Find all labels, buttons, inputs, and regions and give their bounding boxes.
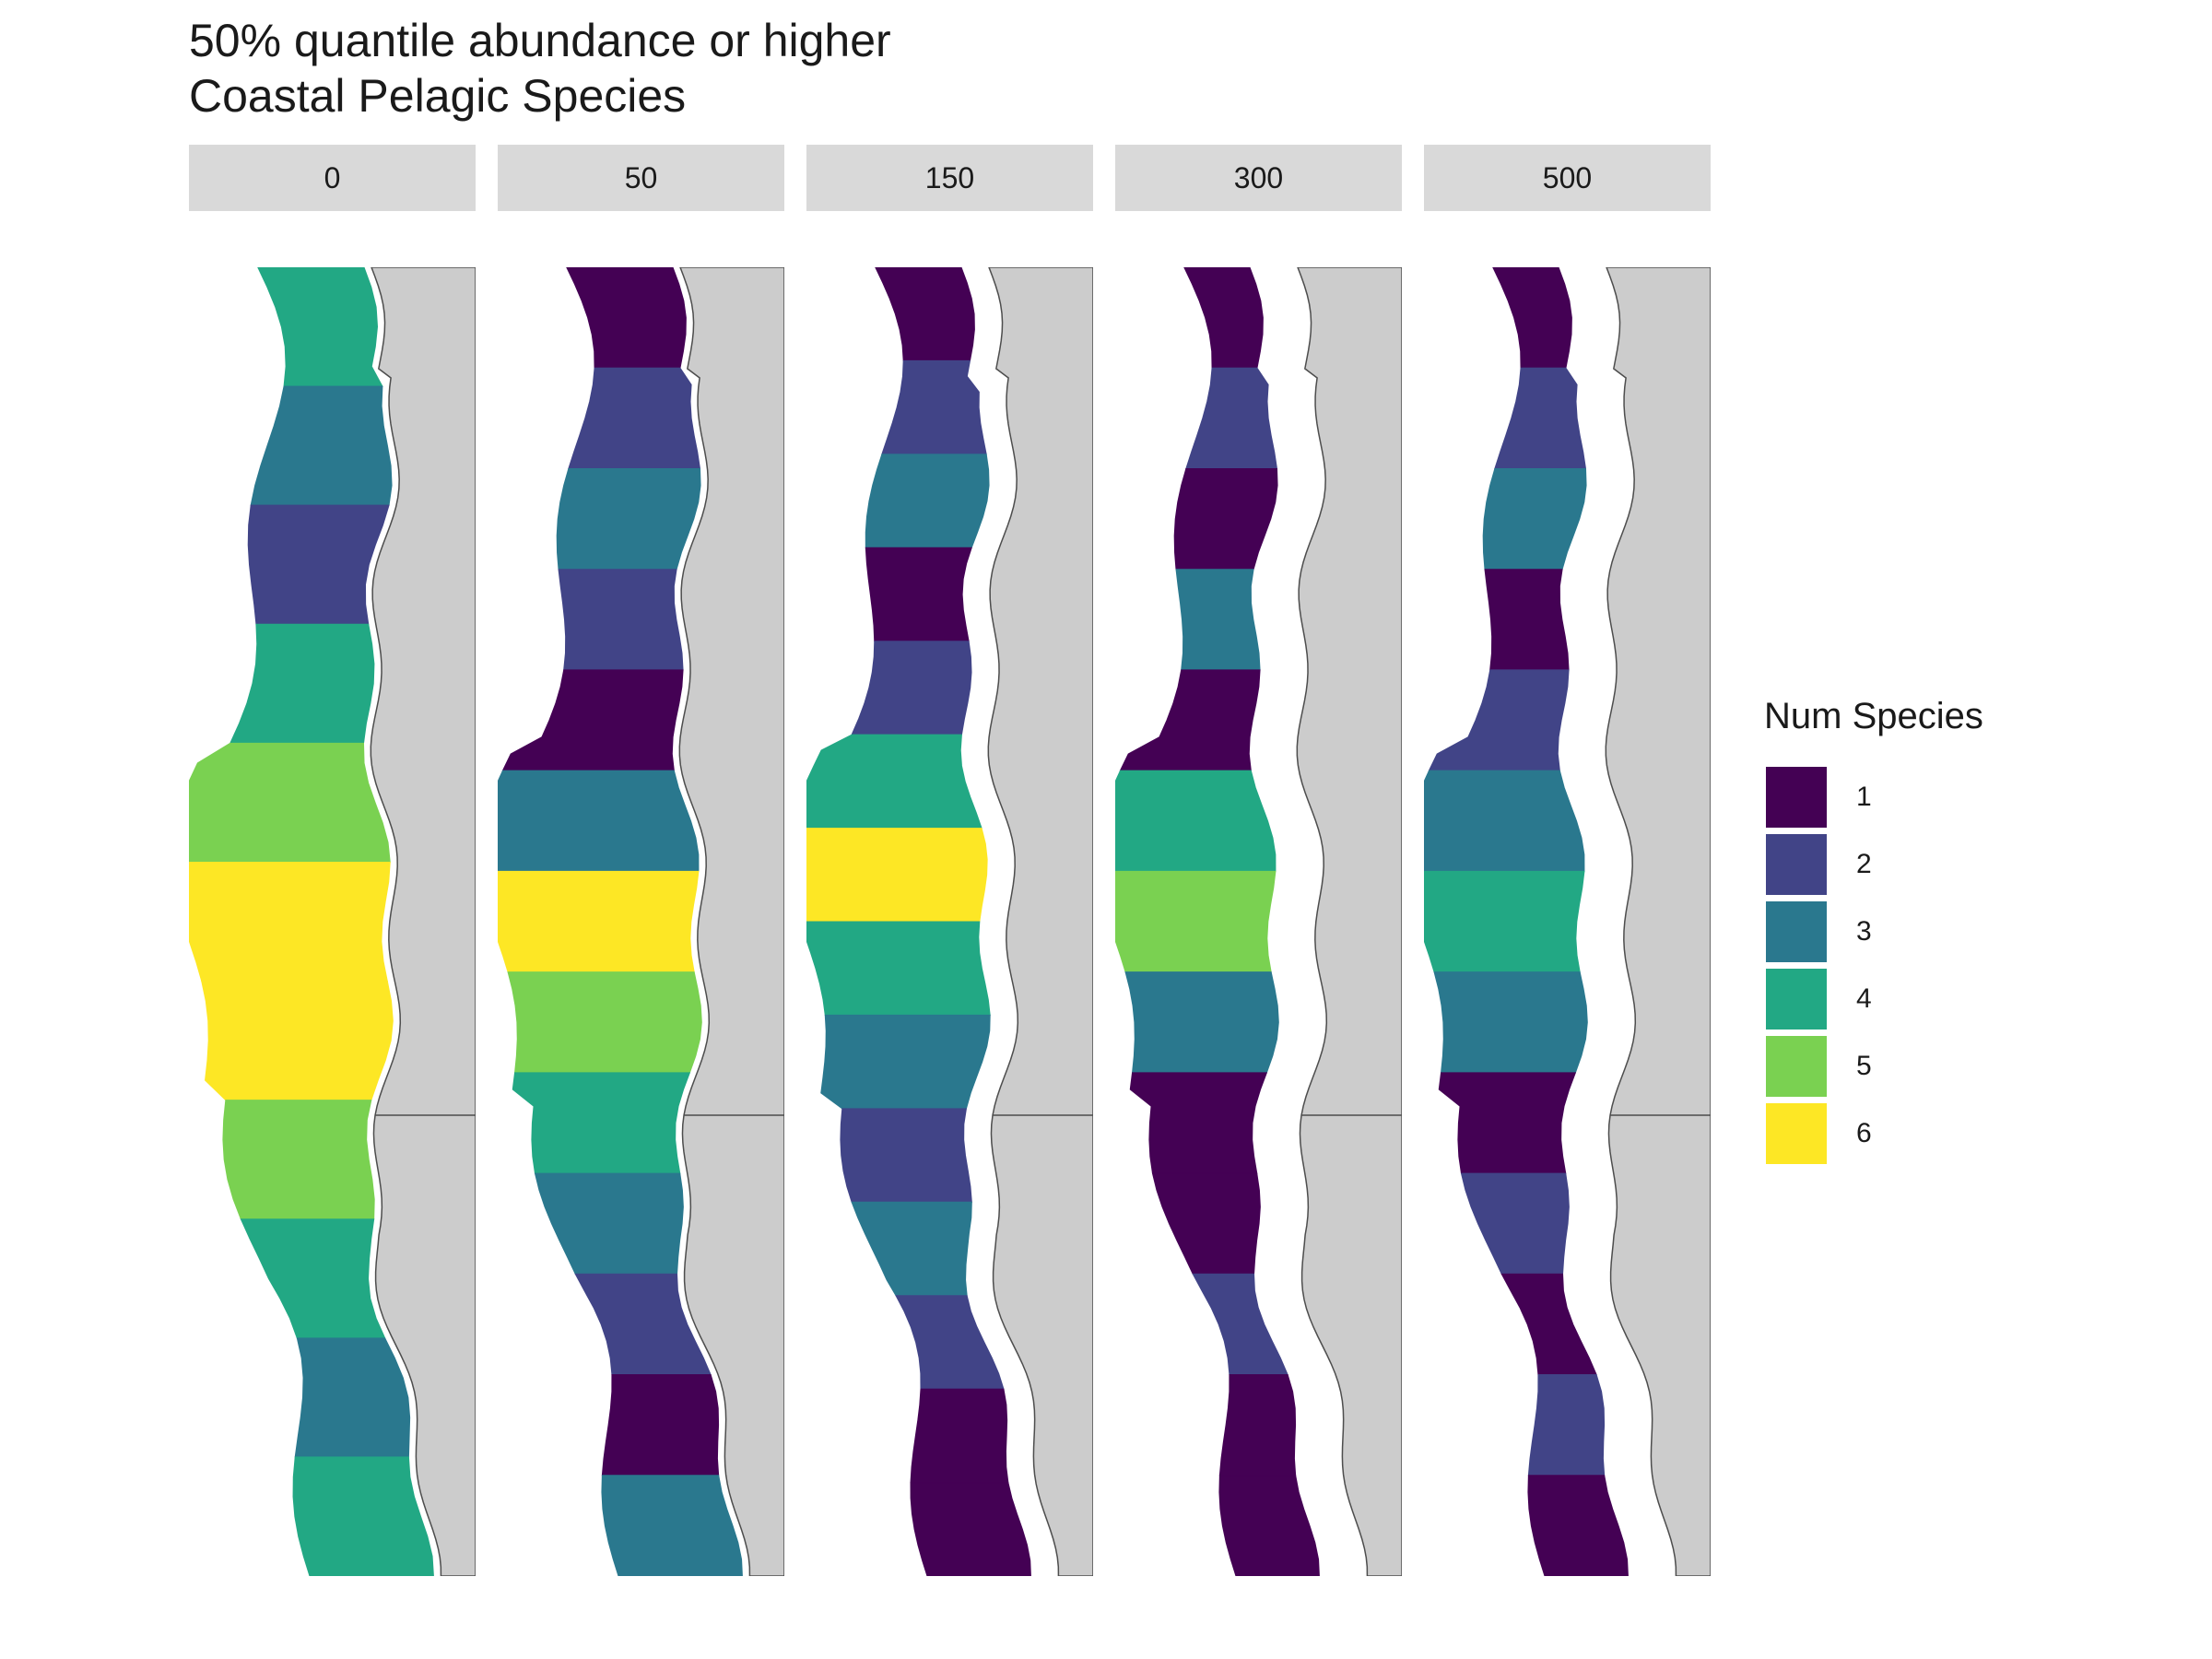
legend-label: 6 [1856, 1118, 1872, 1148]
species-zone-cell [806, 734, 982, 830]
species-zone-cell [806, 828, 988, 923]
species-zone-cell [875, 267, 975, 361]
species-zone-cell [240, 1218, 386, 1339]
map-panel [189, 267, 476, 1576]
species-zone-cell [568, 367, 701, 469]
species-zone-cell [498, 770, 700, 872]
species-zone-cell [840, 1108, 972, 1203]
species-zone-cell [865, 547, 972, 642]
species-zone-cell [851, 641, 972, 735]
map-svg [1115, 267, 1402, 1576]
species-zone-cell [558, 569, 684, 671]
legend-label: 3 [1856, 916, 1872, 947]
species-zone-cell [851, 1201, 972, 1297]
species-zone-cell [566, 267, 687, 369]
species-zone-cell [1185, 367, 1278, 469]
land-polygon [987, 267, 1093, 1576]
facet-strip-label: 500 [1424, 145, 1711, 211]
species-zone-cell [1115, 770, 1277, 872]
species-zone-cell [1492, 267, 1572, 369]
legend-key [1764, 765, 1829, 830]
species-zone-cell [556, 467, 701, 571]
species-zone-cell [222, 1100, 375, 1220]
species-zone-cell [910, 1482, 1031, 1576]
species-zone-cell [1115, 870, 1277, 973]
species-zone-cell [1124, 971, 1279, 1074]
species-zone-cell [257, 267, 383, 387]
title-line-1: 50% quantile abundance or higher [189, 15, 891, 66]
facet-strip-label: 50 [498, 145, 784, 211]
species-zone-cell [501, 669, 684, 771]
species-zone-cell [1433, 971, 1588, 1074]
title-line-2: Coastal Pelagic Species [189, 70, 687, 122]
land-polygon [678, 267, 784, 1576]
legend-label: 1 [1856, 782, 1872, 812]
map-panel [1115, 267, 1402, 1576]
legend-key [1764, 1034, 1829, 1099]
species-zone-cell [1527, 1475, 1629, 1576]
species-zone-cell [1183, 267, 1264, 369]
map-svg [498, 267, 784, 1576]
species-zone-cell [1460, 1172, 1570, 1275]
species-zone-cell [229, 623, 375, 744]
species-zone-cell [601, 1475, 743, 1576]
species-zone-cell [1175, 569, 1261, 671]
species-zone-cell [1151, 1172, 1261, 1275]
map-panel [806, 267, 1093, 1576]
species-zone-cell [201, 981, 394, 1101]
facet-strip-label: 150 [806, 145, 1093, 211]
species-zone-cell [1218, 1475, 1320, 1576]
species-zone-cell [1500, 1273, 1597, 1376]
land-polygon [1296, 267, 1402, 1576]
species-zone-cell [512, 1072, 691, 1174]
species-zone-cell [507, 971, 702, 1074]
species-zone-cell [881, 359, 987, 455]
species-zone-cell [601, 1374, 720, 1477]
species-zone-cell [250, 385, 393, 506]
species-zone-cell [895, 1295, 1005, 1390]
species-zone-cell [1484, 569, 1570, 671]
map-panel [1424, 267, 1711, 1576]
species-zone-cell [820, 1014, 991, 1110]
legend-label: 5 [1856, 1051, 1872, 1081]
species-zone-cell [1192, 1273, 1288, 1376]
facet-strip-label: 300 [1115, 145, 1402, 211]
species-zone-cell [1173, 467, 1278, 571]
species-zone-cell [534, 1172, 684, 1275]
species-zone-cell [806, 921, 991, 1016]
legend-title: Num Species [1764, 696, 1983, 736]
species-zone-cell [1527, 1374, 1606, 1477]
facet-strip-label: 0 [189, 145, 476, 211]
species-zone-cell [1482, 467, 1587, 571]
species-zone-cell [1424, 870, 1585, 973]
species-zone-cell [865, 453, 990, 548]
species-zone-cell [247, 504, 390, 625]
species-zone-cell [1119, 669, 1261, 771]
legend-key [1764, 967, 1829, 1031]
map-panel [498, 267, 784, 1576]
species-zone-cell [189, 861, 391, 982]
land-polygon [370, 267, 476, 1576]
land-polygon [1605, 267, 1711, 1576]
legend-key [1764, 1101, 1829, 1166]
species-zone-cell [1218, 1374, 1297, 1477]
legend-label: 4 [1856, 983, 1872, 1014]
legend-key [1764, 900, 1829, 964]
species-zone-cell [498, 870, 700, 973]
species-zone-cell [1428, 669, 1570, 771]
legend-key [1764, 832, 1829, 897]
chart-title: 50% quantile abundance or higher Coastal… [189, 13, 891, 124]
species-zone-cell [910, 1388, 1009, 1484]
map-svg [189, 267, 476, 1576]
species-zone-cell [1424, 770, 1585, 872]
map-svg [806, 267, 1093, 1576]
species-zone-cell [1438, 1072, 1577, 1174]
species-zone-cell [292, 1456, 434, 1576]
legend-label: 2 [1856, 849, 1872, 879]
species-zone-cell [1129, 1072, 1268, 1174]
species-zone-cell [294, 1337, 411, 1458]
species-zone-cell [189, 742, 391, 863]
species-zone-cell [1494, 367, 1587, 469]
map-svg [1424, 267, 1711, 1576]
